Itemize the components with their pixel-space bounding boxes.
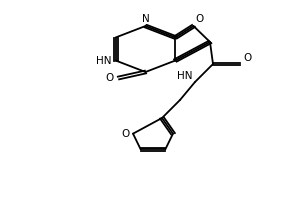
Text: HN: HN [177, 71, 193, 81]
Text: O: O [106, 73, 114, 83]
Text: N: N [142, 14, 149, 24]
Text: HN: HN [96, 55, 111, 66]
Text: O: O [122, 129, 130, 139]
Text: O: O [244, 53, 252, 63]
Text: O: O [195, 14, 203, 24]
